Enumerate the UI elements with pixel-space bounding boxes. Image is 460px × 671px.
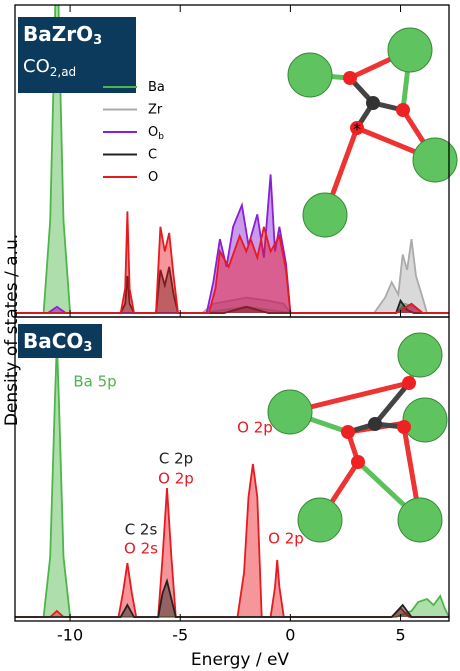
annotation: Ba 5p	[73, 373, 116, 391]
legend-label: Ob	[148, 125, 164, 142]
panel-label-sub: 3	[83, 340, 92, 355]
annotation: O 2p	[158, 470, 194, 488]
molecule-top: *	[288, 28, 457, 237]
legend-name: C	[148, 147, 157, 162]
panel-frame	[15, 317, 449, 621]
dos-area	[15, 581, 449, 617]
legend-label: C	[148, 147, 157, 162]
legend-label: Zr	[148, 102, 163, 117]
legend-sub: b	[158, 132, 164, 142]
panel-label-text: BaCO	[23, 329, 83, 353]
panel-label: BaZrO3	[23, 22, 102, 48]
annotation: O 2p	[268, 530, 304, 548]
legend-name: Zr	[148, 102, 163, 117]
panel-sublabel-text: CO	[23, 56, 50, 77]
dos-line	[15, 581, 449, 617]
legend-name: O	[148, 170, 158, 185]
x-tick-label: 0	[285, 626, 295, 645]
annotation: O 2s	[124, 540, 158, 558]
annotation: O 2p	[237, 419, 273, 437]
legend-name: O	[148, 125, 158, 140]
x-tick-label: 5	[395, 626, 405, 645]
panel-label-text: BaZrO	[23, 22, 93, 46]
x-tick-label: -10	[57, 626, 83, 645]
legend-label: O	[148, 170, 158, 185]
x-tick-label: -5	[172, 626, 188, 645]
panel-sublabel-sub: 2,ad	[50, 65, 76, 79]
panel-label: BaCO3	[23, 329, 92, 355]
panel-label-sub: 3	[93, 33, 102, 48]
x-axis-label: Energy / eV	[191, 650, 290, 670]
annotation: C 2s	[125, 521, 158, 539]
chart: * Density of states / a.u. Energy / eV B…	[0, 0, 460, 671]
legend-name: Ba	[148, 80, 165, 95]
svg-text:*: *	[353, 120, 361, 139]
legend-label: Ba	[148, 80, 165, 95]
annotation: C 2p	[159, 450, 193, 468]
molecule-bottom	[268, 333, 447, 542]
